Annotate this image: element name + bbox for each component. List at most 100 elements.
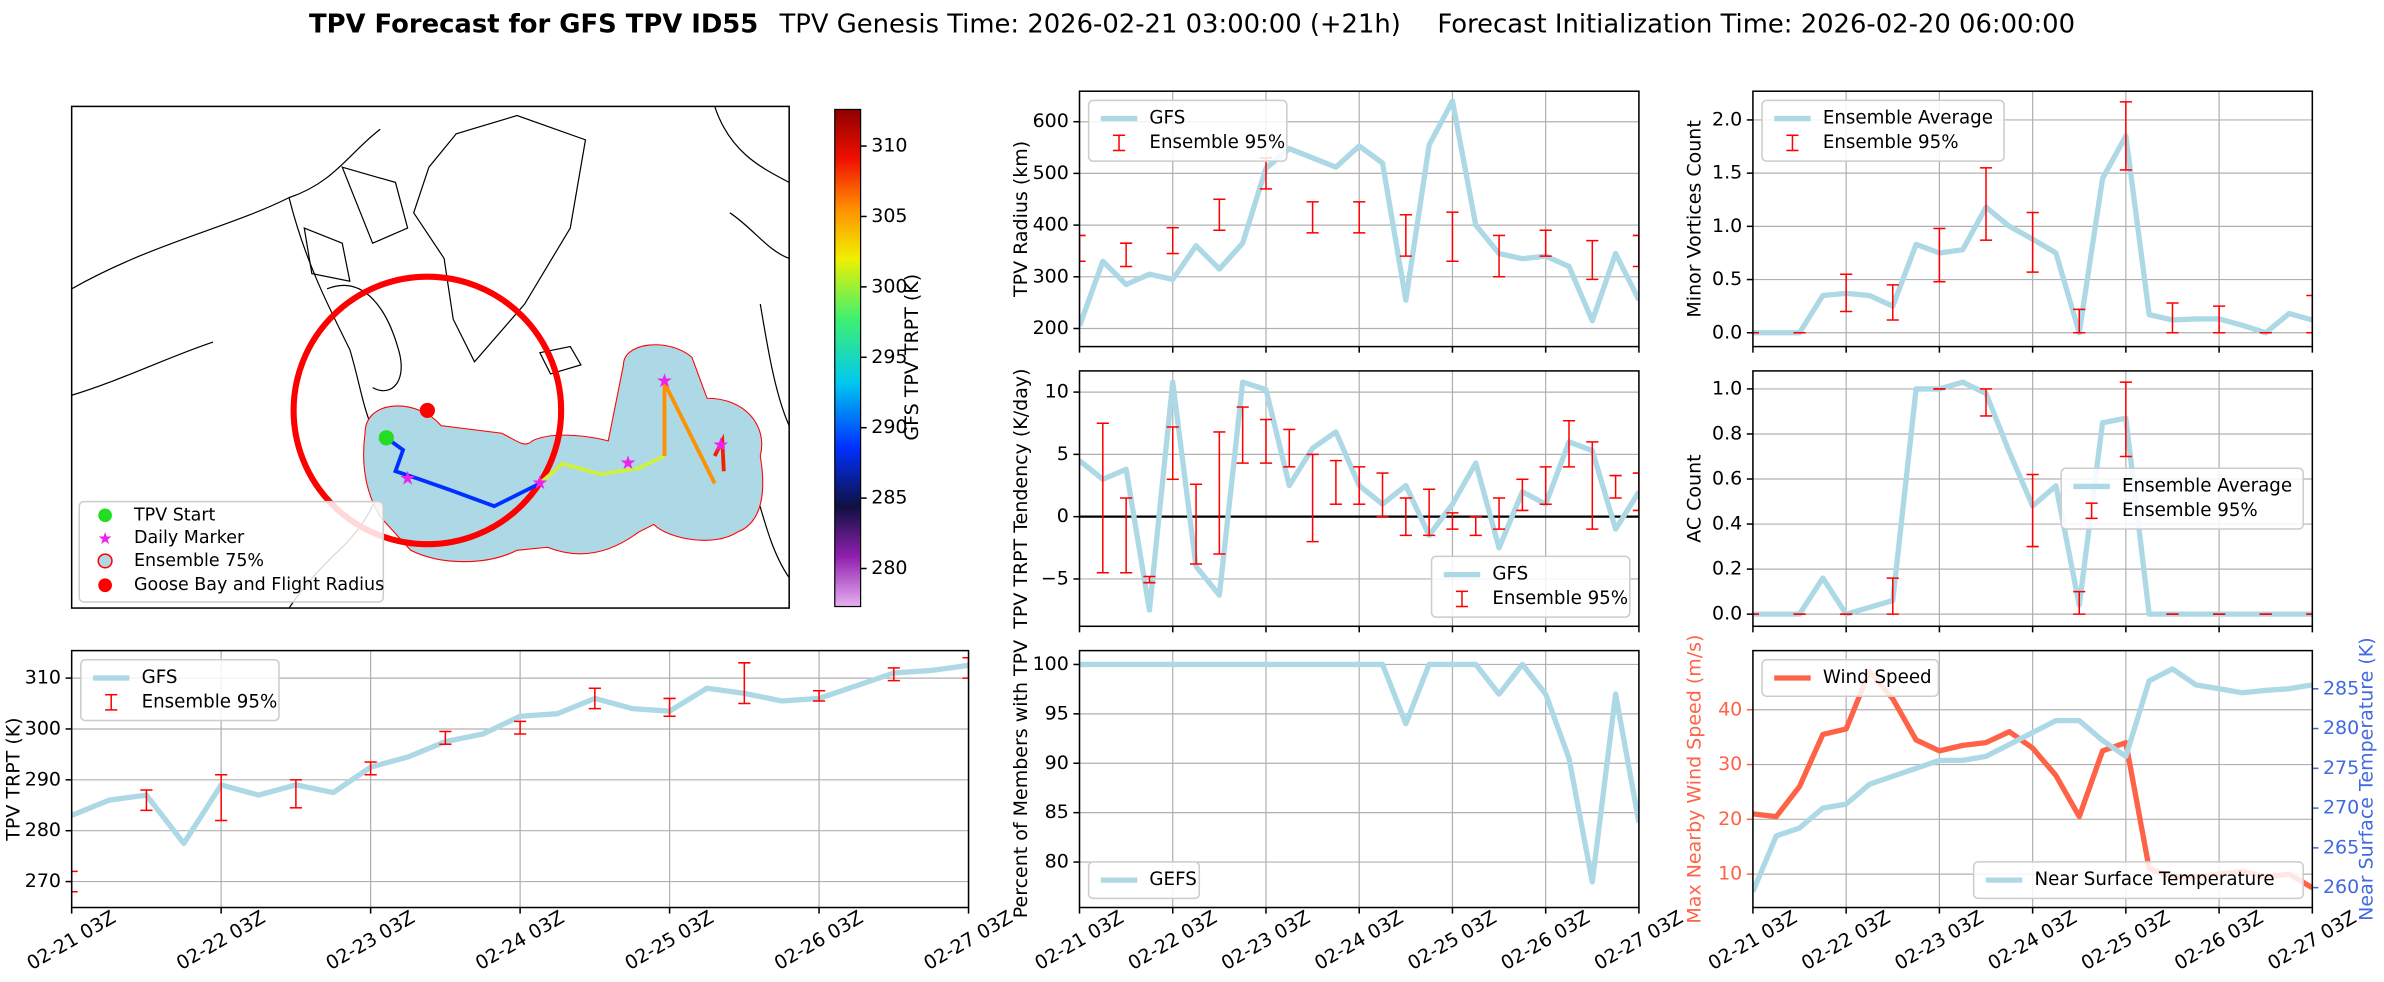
y-tick-label: 95	[1045, 702, 1069, 724]
track	[662, 382, 717, 485]
y-axis-label: TPV Radius (km)	[1010, 141, 1032, 298]
coastline	[413, 114, 587, 363]
y-tick-label: 0.4	[1712, 513, 1742, 535]
y-tick-label: 0.5	[1712, 268, 1742, 290]
legend-label: GFS	[1149, 108, 1185, 129]
colorbar-tick-label: 310	[871, 135, 907, 157]
plot-frame	[1752, 370, 2314, 628]
legend-label: Ensemble 95%	[1149, 132, 1285, 153]
legend-label: Ensemble 95%	[142, 691, 278, 712]
colorbar-tick-label: 305	[871, 205, 907, 227]
y-tick-label: 200	[1033, 317, 1069, 339]
legend	[1761, 658, 1940, 697]
colorbar-tick-label: 295	[871, 346, 907, 368]
plot-frame	[1078, 370, 1640, 628]
y-tick-label: 265	[2323, 836, 2359, 858]
plot-frame	[1752, 90, 2314, 348]
x-tick-label: 02-24 03Z	[1311, 906, 1407, 974]
legend-label: GEFS	[1149, 869, 1196, 890]
legend-label: Ensemble 95%	[2122, 500, 2258, 521]
x-tick-label: 02-21 03Z	[1705, 906, 1801, 974]
legend-label: Ensemble Average	[2122, 475, 2292, 496]
y-tick-label: 10	[1718, 863, 1742, 885]
y-axis-label: TPV TRPT (K)	[2, 717, 24, 841]
legend	[1972, 861, 2304, 900]
x-tick-label: 02-21 03Z	[1031, 906, 1127, 974]
daily-marker: ★	[531, 472, 548, 494]
map-legend	[78, 500, 385, 603]
x-tick-label: 02-23 03Z	[1891, 906, 1987, 974]
y-tick-label: 260	[2323, 876, 2359, 898]
y-tick-label: 290	[25, 768, 61, 790]
y-tick-label: 100	[1033, 653, 1069, 675]
daily-marker: ★	[656, 370, 673, 392]
legend-label: Ensemble 95%	[1823, 132, 1959, 153]
legend-symbol: ★	[98, 528, 113, 548]
title-genesis: TPV Genesis Time: 2026-02-21 03:00:00 (+…	[779, 9, 1401, 39]
y-tick-label: 280	[2323, 717, 2359, 739]
title-main: TPV Forecast for GFS TPV ID55	[309, 9, 758, 39]
flight-radius	[290, 273, 565, 548]
daily-markers: ★ ★ ★ ★ ★	[399, 370, 729, 494]
y-tick-label: 300	[25, 717, 61, 739]
daily-marker: ★	[620, 452, 637, 474]
x-tick-label: 02-27 03Z	[920, 906, 1016, 974]
x-tick-label: 02-25 03Z	[621, 906, 717, 974]
legend-label: Near Surface Temperature	[2034, 869, 2274, 890]
legend	[1087, 99, 1288, 162]
y-tick-label: 90	[1045, 752, 1069, 774]
y-tick-label: 600	[1033, 110, 1069, 132]
legend-label: Goose Bay and Flight Radius	[134, 575, 384, 595]
series-line	[1752, 666, 2313, 893]
y-tick-label: 30	[1718, 753, 1742, 775]
x-tick-label: 02-26 03Z	[771, 906, 867, 974]
daily-marker: ★	[399, 467, 416, 489]
y-tick-label: 85	[1045, 801, 1069, 823]
x-tick-label: 02-25 03Z	[2077, 906, 2173, 974]
x-tick-label: 02-24 03Z	[1984, 906, 2080, 974]
legend-symbol	[98, 508, 112, 523]
legend-label: TPV Start	[133, 505, 216, 525]
map-frame	[70, 105, 790, 609]
x-tick-label: 02-22 03Z	[1798, 906, 1894, 974]
y-axis-label: AC Count	[1684, 454, 1706, 542]
y-tick-label: 10	[1045, 381, 1069, 403]
y-tick-label: 275	[2323, 757, 2359, 779]
track	[712, 433, 726, 472]
y-tick-label: 270	[25, 870, 61, 892]
plot-frame	[1752, 649, 2314, 909]
track	[385, 436, 541, 509]
x-tick-label: 02-25 03Z	[1404, 906, 1500, 974]
y-tick-label: 0	[1057, 505, 1069, 527]
y-tick-label: 40	[1718, 698, 1742, 720]
tpv-start	[378, 430, 394, 446]
legend-label: Daily Marker	[134, 528, 245, 548]
colorbar-label: GFS TPV TRPT (K)	[901, 274, 923, 441]
y-tick-label: 400	[1033, 214, 1069, 236]
legend	[80, 658, 280, 722]
legend-label: GFS	[142, 667, 178, 688]
colorbar	[834, 108, 862, 608]
y-tick-label: 1.0	[1712, 377, 1742, 399]
track	[538, 454, 666, 485]
x-tick-label: 02-23 03Z	[1218, 906, 1314, 974]
legend-label: Ensemble 75%	[134, 551, 264, 571]
x-tick-label: 02-22 03Z	[1124, 906, 1220, 974]
x-tick-label: 02-26 03Z	[2171, 906, 2267, 974]
x-tick-label: 02-21 03Z	[23, 906, 119, 974]
legend	[1087, 861, 1201, 900]
goose-bay	[419, 402, 435, 419]
figure-title: TPV Forecast for GFS TPV ID55 TPV Genesis…	[309, 9, 2075, 39]
plot-frame	[70, 649, 970, 909]
colorbar-tick-label: 290	[871, 416, 907, 438]
x-tick-label: 02-26 03Z	[1497, 906, 1593, 974]
legend-label: Wind Speed	[1823, 667, 1932, 688]
y-tick-label: 2.0	[1712, 108, 1742, 130]
map: ★ ★ ★ ★ ★ ★ TPV Start Daily Marker Ensem…	[71, 106, 790, 609]
y-axis-label: Minor Vortices Count	[1684, 120, 1706, 317]
y-tick-label: 1.5	[1712, 162, 1742, 184]
coastline	[71, 106, 790, 578]
plot-frame	[1078, 649, 1640, 909]
